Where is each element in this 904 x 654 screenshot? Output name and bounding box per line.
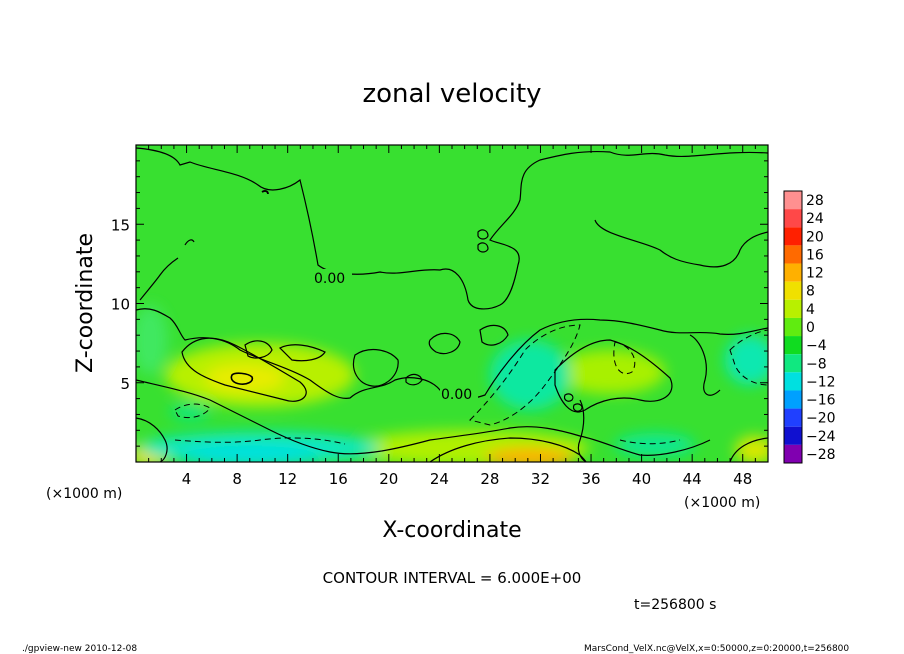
y-tick-label: 10 [111,296,130,314]
contour-label: 0.00 [314,271,345,287]
x-tick-label: 8 [232,470,242,488]
x-tick-label: 32 [531,470,550,488]
colorbar-label: −12 [806,374,836,390]
colorbar-swatch [784,299,802,318]
plot-area: 0.00 0.00 [136,145,768,462]
colorbar-frame [783,190,803,464]
colorbar-label: 28 [806,193,824,209]
colorbar-label: −16 [806,393,836,409]
x-tick-label: 12 [278,470,297,488]
colorbar-swatch [784,263,802,282]
colorbar-label: −8 [806,356,827,372]
colorbar-label: 8 [806,284,815,300]
colorbar-label: 4 [806,302,815,318]
time-text: t=256800 s [634,597,716,613]
colorbar-swatch [784,227,802,246]
y-axis: 5 10 15 [111,160,768,447]
x-axis: 4 8 12 16 20 24 28 32 36 40 44 48 [148,145,756,488]
colorbar: 28 24 20 16 12 8 4 0 −4 −8 −12 −16 −20 −24 −28 [783,190,836,464]
colorbar-label: 12 [806,266,824,282]
colorbar-swatch [784,390,802,409]
colorbar-label: 16 [806,247,824,263]
colorbar-swatch [784,191,802,210]
x-tick-label: 44 [683,470,702,488]
x-tick-label: 4 [182,470,192,488]
y-unit-label: (×1000 m) [46,486,122,502]
field-background [136,145,768,462]
x-tick-label: 40 [632,470,651,488]
colorbar-swatch [784,317,802,337]
negative-contour-lines [174,324,768,445]
contour-label: 0.00 [441,387,472,403]
contour-lines [136,147,768,462]
y-tick-label: 15 [111,216,130,234]
colorbar-label: 20 [806,229,824,245]
colorbar-swatch [784,245,802,264]
contour-labels: 0.00 0.00 [312,269,478,403]
y-tick-label: 5 [120,375,130,393]
colorbar-swatch [784,426,802,445]
chart-title: zonal velocity [362,79,541,109]
colorbar-swatch [784,209,802,228]
x-tick-label: 48 [733,470,752,488]
colorbar-label: 0 [806,320,815,336]
colorbar-label: −20 [806,411,836,427]
colorbar-swatch [784,408,802,427]
contour-interval-text: CONTOUR INTERVAL = 6.000E+00 [323,569,582,587]
x-tick-label: 28 [480,470,499,488]
colorbar-swatch [784,372,802,391]
x-unit-label: (×1000 m) [684,495,760,511]
colorbar-label: 24 [806,211,824,227]
colorbar-label: −4 [806,338,827,354]
colorbar-swatch [784,444,802,463]
x-tick-label: 16 [329,470,348,488]
y-axis-label: Z-coordinate [73,233,98,373]
colorbar-swatch [784,336,802,355]
x-tick-label: 24 [430,470,449,488]
x-tick-label: 36 [581,470,600,488]
footer-right: MarsCond_VelX.nc@VelX,x=0:50000,z=0:2000… [584,644,849,654]
colorbar-label: −24 [806,429,836,445]
colorbar-swatch [784,281,802,300]
colorbar-label: −28 [806,447,836,463]
colorbar-swatch [784,354,802,373]
footer-left: ./gpview-new 2010-12-08 [22,644,137,654]
x-tick-label: 20 [379,470,398,488]
x-axis-label: X-coordinate [382,518,521,543]
